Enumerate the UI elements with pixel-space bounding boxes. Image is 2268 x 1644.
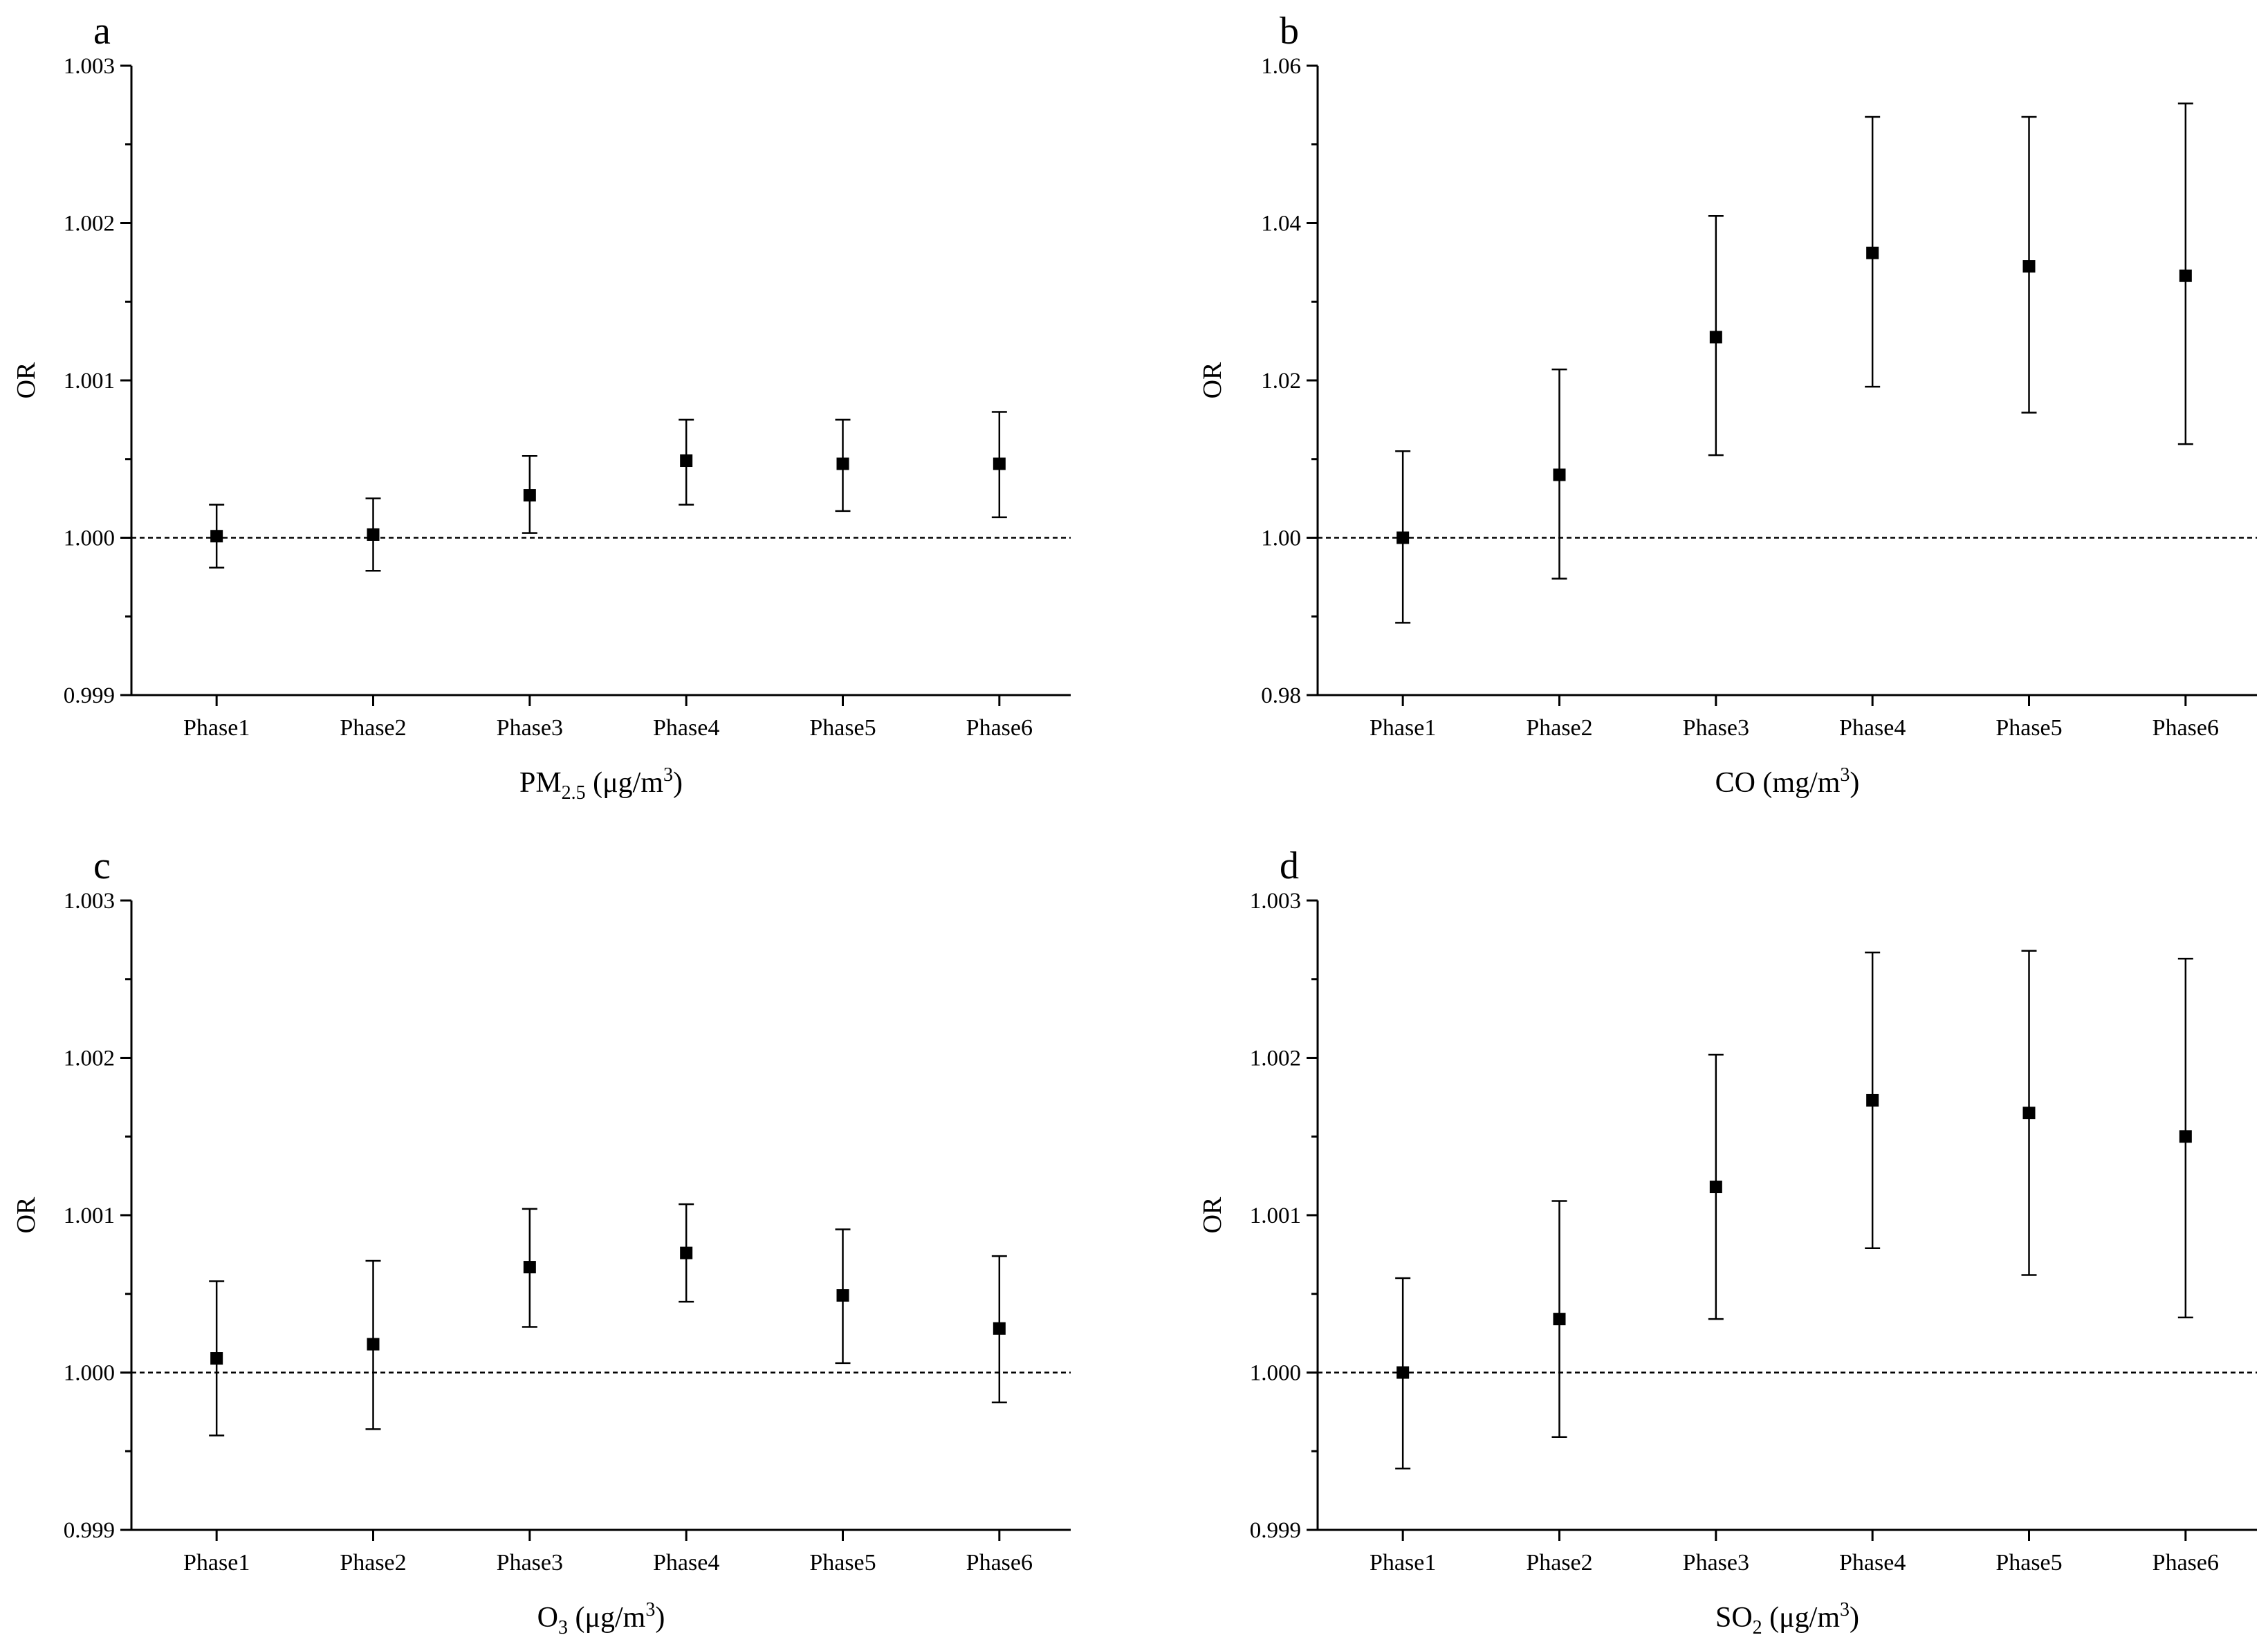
y-tick-label: 0.999 <box>64 1518 115 1543</box>
panel-label: c <box>93 844 111 887</box>
data-point <box>367 528 380 541</box>
data-point <box>836 1289 849 1302</box>
data-point <box>1709 1181 1722 1194</box>
y-tick-label: 1.003 <box>64 54 115 79</box>
chart-panel-a: a 0.999 1.000 1.001 1.002 1.003 OR Phase1 Phase2… <box>12 10 1071 804</box>
x-category-label: Phase5 <box>1995 715 2062 741</box>
data-point <box>210 530 223 543</box>
y-tick-label: 1.001 <box>64 1203 115 1228</box>
panel-label: a <box>93 10 111 53</box>
x-category-label: Phase3 <box>1683 1550 1749 1576</box>
data-point <box>523 1261 536 1274</box>
x-category-label: Phase6 <box>2152 715 2219 741</box>
x-category-label: Phase6 <box>966 715 1033 741</box>
y-tick-label: 1.002 <box>1250 1046 1301 1071</box>
y-tick-label: 0.999 <box>1250 1518 1301 1543</box>
data-point <box>1866 1093 1879 1107</box>
x-category-label: Phase1 <box>183 715 250 741</box>
x-category-label: Phase4 <box>1839 1550 1906 1576</box>
x-category-label: Phase4 <box>653 1550 719 1576</box>
x-category-label: Phase1 <box>1370 715 1436 741</box>
x-category-label: Phase5 <box>809 715 876 741</box>
data-point <box>680 1246 693 1259</box>
data-point <box>1709 331 1722 344</box>
y-tick-label: 0.98 <box>1261 683 1301 708</box>
y-tick-label: 1.002 <box>64 212 115 237</box>
chart-panel-b: b 0.98 1.00 1.02 1.04 1.06 OR Phase1 Phase2 Phase… <box>1198 10 2257 799</box>
data-point <box>1396 531 1410 544</box>
x-category-label: Phase2 <box>340 1550 406 1576</box>
x-category-label: Phase1 <box>183 1550 250 1576</box>
y-axis-label: OR <box>1198 1197 1227 1233</box>
data-point <box>993 457 1006 470</box>
data-point <box>1866 246 1879 259</box>
y-axis-label: OR <box>1198 362 1227 398</box>
y-tick-label: 1.000 <box>64 1361 115 1386</box>
y-tick-label: 1.003 <box>1250 889 1301 914</box>
data-point <box>2179 269 2192 282</box>
y-tick-label: 1.000 <box>64 526 115 551</box>
y-tick-label: 1.002 <box>64 1046 115 1071</box>
data-point <box>2022 1107 2036 1120</box>
data-point <box>1396 1366 1410 1379</box>
y-tick-label: 0.999 <box>64 683 115 708</box>
x-category-label: Phase5 <box>809 1550 876 1576</box>
panel-label: b <box>1280 10 1299 53</box>
data-point <box>367 1338 380 1351</box>
y-tick-label: 1.04 <box>1261 212 1301 237</box>
x-category-label: Phase2 <box>340 715 406 741</box>
data-point <box>836 457 849 470</box>
x-category-label: Phase3 <box>497 1550 563 1576</box>
chart-panel-c: c 0.999 1.000 1.001 1.002 1.003 OR Phase1 Phase2… <box>12 844 1071 1638</box>
x-axis-title: CO (mg/m3) <box>1715 764 1860 799</box>
data-point <box>2179 1130 2192 1143</box>
y-tick-label: 1.02 <box>1261 369 1301 394</box>
data-point <box>210 1352 223 1365</box>
x-category-label: Phase4 <box>1839 715 1906 741</box>
chart-panel-d: d 0.999 1.000 1.001 1.002 1.003 OR Phase1 Phase2… <box>1198 844 2257 1638</box>
data-point <box>2022 260 2036 273</box>
y-tick-label: 1.06 <box>1261 54 1301 79</box>
x-category-label: Phase3 <box>1683 715 1749 741</box>
data-point <box>523 489 536 502</box>
x-category-label: Phase6 <box>966 1550 1033 1576</box>
x-category-label: Phase5 <box>1995 1550 2062 1576</box>
panel-label: d <box>1280 844 1299 887</box>
x-category-label: Phase2 <box>1526 715 1592 741</box>
x-category-label: Phase2 <box>1526 1550 1592 1576</box>
y-tick-label: 1.001 <box>1250 1203 1301 1228</box>
x-axis-title: O3 (μg/m3) <box>537 1599 665 1638</box>
data-point <box>993 1322 1006 1335</box>
y-tick-label: 1.00 <box>1261 526 1301 551</box>
y-tick-label: 1.001 <box>64 369 115 394</box>
x-axis-title: PM2.5 (μg/m3) <box>519 764 683 804</box>
data-point <box>1553 468 1566 481</box>
x-axis-title: SO2 (μg/m3) <box>1715 1599 1859 1638</box>
data-point <box>680 454 693 468</box>
y-axis-label: OR <box>12 362 41 398</box>
x-category-label: Phase3 <box>497 715 563 741</box>
y-tick-label: 1.000 <box>1250 1361 1301 1386</box>
x-category-label: Phase1 <box>1370 1550 1436 1576</box>
y-axis-label: OR <box>12 1197 41 1233</box>
data-point <box>1553 1313 1566 1326</box>
x-category-label: Phase6 <box>2152 1550 2219 1576</box>
x-category-label: Phase4 <box>653 715 719 741</box>
y-tick-label: 1.003 <box>64 889 115 914</box>
